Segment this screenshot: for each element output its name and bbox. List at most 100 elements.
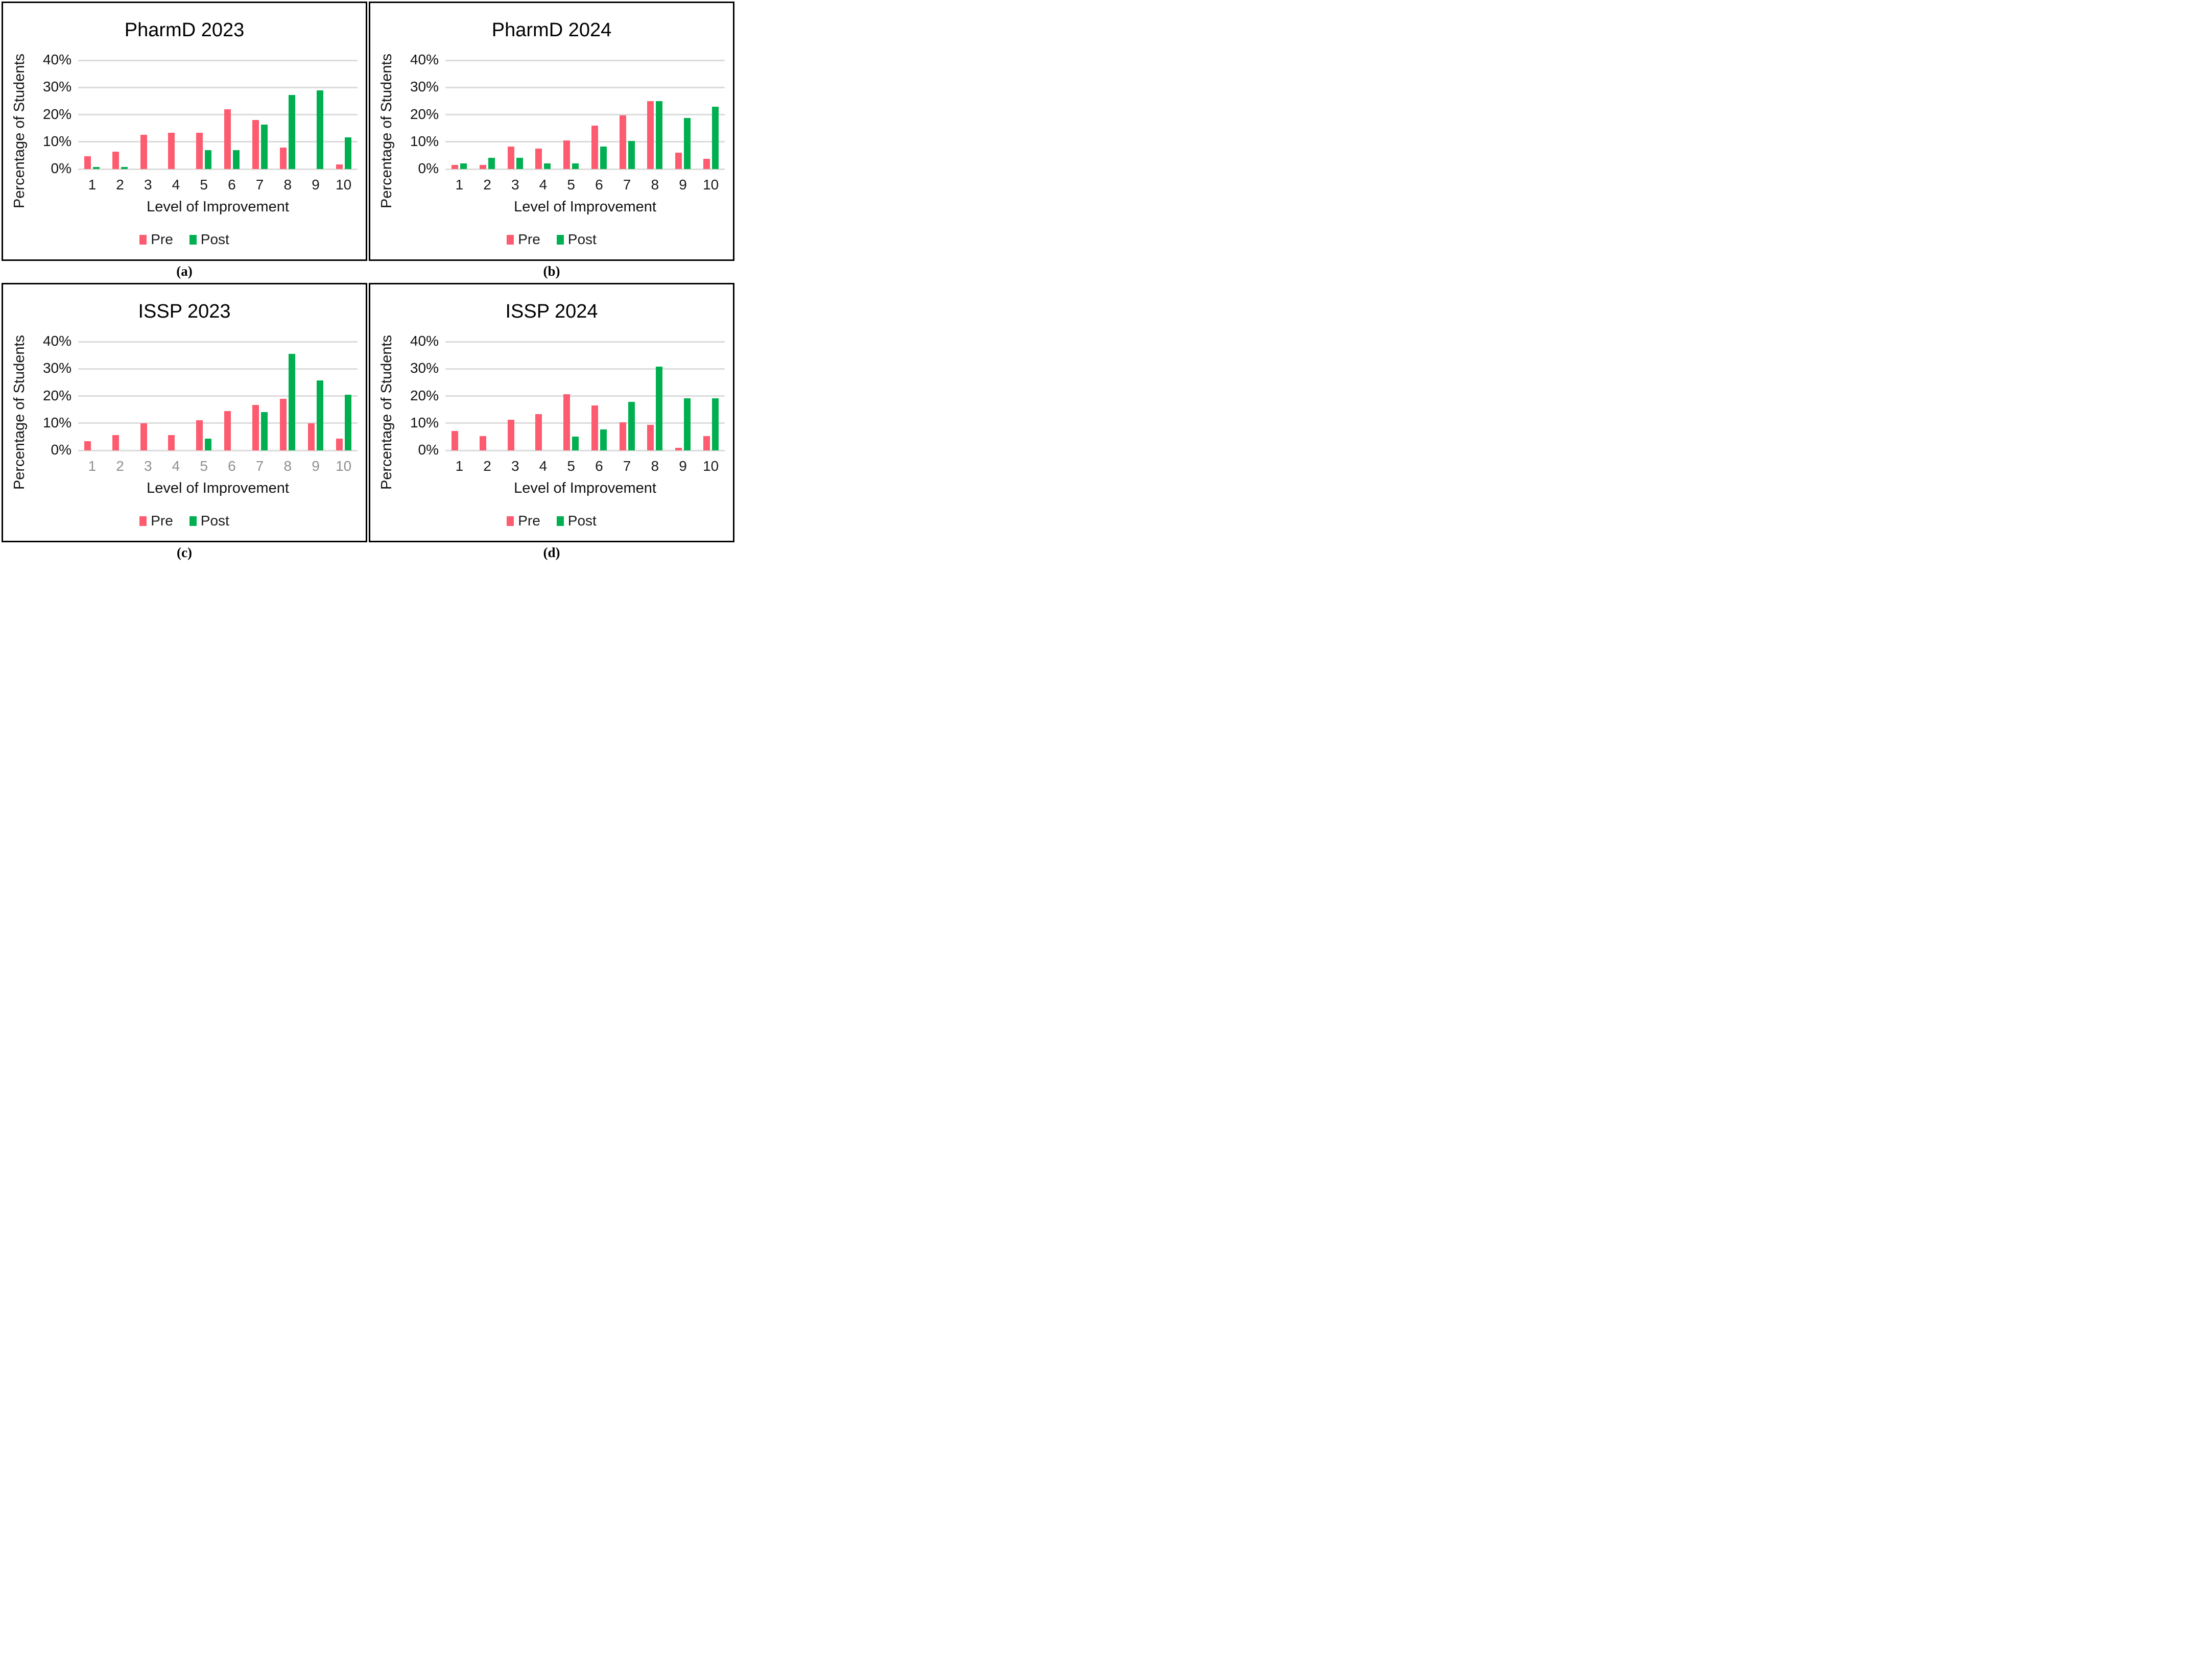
legend-label: Pre — [518, 513, 540, 529]
legend-item-pre: Pre — [507, 513, 540, 529]
category-cell-9 — [669, 342, 697, 450]
legend-item-pre: Pre — [139, 513, 173, 529]
category-cell-10 — [329, 60, 358, 169]
legend-marker-pre — [507, 234, 514, 245]
category-cell-1 — [78, 342, 106, 450]
x-tick-label: 9 — [679, 177, 687, 193]
x-tick-label: 3 — [511, 458, 519, 474]
legend-item-pre: Pre — [507, 231, 540, 248]
x-tick-label: 3 — [511, 177, 519, 193]
x-tick-label: 5 — [200, 458, 208, 474]
bar-post-10 — [711, 107, 719, 169]
gridline — [445, 59, 725, 61]
legend-label: Post — [567, 231, 597, 247]
category-cell-8 — [274, 342, 302, 450]
x-tick-label: 9 — [679, 458, 687, 474]
legend-item-post: Post — [189, 513, 229, 529]
x-tick-row: 1 2 3 4 5 6 7 8 9 10 — [445, 458, 725, 474]
bar-post-5 — [572, 436, 579, 450]
y-tick-label: 10% — [42, 133, 72, 149]
bar-pre-4 — [168, 435, 175, 450]
y-tick-label: 40% — [42, 333, 72, 349]
category-cell-6 — [585, 60, 613, 169]
bar-pre-4 — [168, 132, 175, 169]
y-axis-title-text: Percentage of Students — [11, 53, 28, 208]
bar-pre-1 — [84, 441, 91, 450]
category-cell-4 — [162, 60, 190, 169]
bar-pre-2 — [112, 152, 120, 169]
x-tick-label: 10 — [703, 177, 719, 193]
y-tick-label: 40% — [410, 52, 439, 67]
bar-post-7 — [628, 401, 635, 450]
x-tick-label: 9 — [312, 177, 320, 193]
legend-item-post: Post — [556, 231, 597, 248]
category-cell-7 — [613, 342, 641, 450]
category-cell-3 — [134, 60, 162, 169]
x-tick-label: 8 — [651, 458, 659, 474]
legend-marker-pre — [139, 516, 147, 526]
x-tick-row: 1 2 3 4 5 6 7 8 9 10 — [78, 458, 358, 474]
bar-post-7 — [260, 124, 268, 169]
bar-pre-8 — [647, 425, 654, 450]
x-axis-title: Level of Improvement — [147, 199, 289, 215]
x-tick-label: 9 — [312, 458, 320, 474]
chart-panel-pharmd-2023: PharmD 2023 Percentage of Students 1 2 3 4 5… — [2, 2, 367, 261]
gridline — [78, 141, 358, 143]
chart-panel-pharmd-2024: PharmD 2024 Percentage of Students 1 2 3 4 5… — [369, 2, 734, 261]
figure-pre-post-improvement-charts: PharmD 2023 Percentage of Students 1 2 3 4 5… — [0, 0, 736, 560]
category-cell-1 — [445, 60, 473, 169]
x-tick-label: 3 — [144, 458, 152, 474]
plot-area — [78, 341, 358, 451]
y-axis-title: Percentage of Students — [377, 53, 397, 208]
x-tick-label: 3 — [144, 177, 152, 193]
y-axis-title-text: Percentage of Students — [11, 334, 28, 490]
bar-pre-5 — [563, 140, 571, 169]
bars-layer — [78, 60, 358, 169]
bar-post-1 — [460, 163, 467, 169]
bar-post-10 — [711, 398, 719, 450]
bar-pre-8 — [280, 399, 287, 450]
category-cell-4 — [529, 342, 557, 450]
bars-layer — [445, 342, 725, 450]
legend-marker-post — [189, 234, 197, 245]
x-tick-label: 4 — [172, 458, 180, 474]
bar-pre-6 — [591, 126, 598, 169]
y-tick-label: 10% — [410, 133, 439, 149]
y-tick-label: 30% — [410, 360, 439, 376]
y-axis-title: Percentage of Students — [377, 334, 397, 489]
bar-pre-6 — [591, 405, 598, 450]
x-tick-label: 6 — [228, 177, 236, 193]
category-cell-6 — [218, 342, 246, 450]
bar-post-7 — [628, 140, 635, 169]
chart-title: PharmD 2023 — [124, 19, 245, 41]
bar-pre-2 — [480, 165, 487, 169]
gridline — [78, 168, 358, 170]
bar-pre-10 — [336, 164, 343, 169]
x-tick-label: 1 — [455, 177, 464, 193]
x-tick-label: 7 — [255, 177, 264, 193]
x-tick-label: 10 — [703, 458, 719, 474]
category-cell-1 — [78, 60, 106, 169]
legend: Pre Post — [370, 231, 733, 248]
y-tick-label: 40% — [410, 333, 439, 349]
bar-post-6 — [600, 146, 607, 169]
bar-post-9 — [316, 380, 323, 450]
gridline — [78, 422, 358, 424]
bar-pre-7 — [252, 405, 259, 450]
category-cell-7 — [246, 342, 274, 450]
bar-post-1 — [93, 166, 100, 169]
bar-pre-2 — [480, 436, 487, 450]
bar-post-5 — [205, 150, 212, 169]
y-tick-label: 20% — [42, 106, 72, 122]
bar-pre-3 — [140, 423, 147, 450]
x-tick-row: 1 2 3 4 5 6 7 8 9 10 — [78, 177, 358, 193]
x-tick-label: 6 — [228, 458, 236, 474]
caption-pharmd-2024: (b) — [543, 263, 560, 279]
bar-post-6 — [232, 150, 240, 169]
y-tick-label: 0% — [51, 442, 72, 458]
y-tick-label: 20% — [410, 106, 439, 122]
x-tick-label: 5 — [567, 177, 575, 193]
bar-pre-6 — [224, 109, 231, 169]
plot-area — [445, 341, 725, 451]
x-tick-label: 7 — [623, 177, 631, 193]
